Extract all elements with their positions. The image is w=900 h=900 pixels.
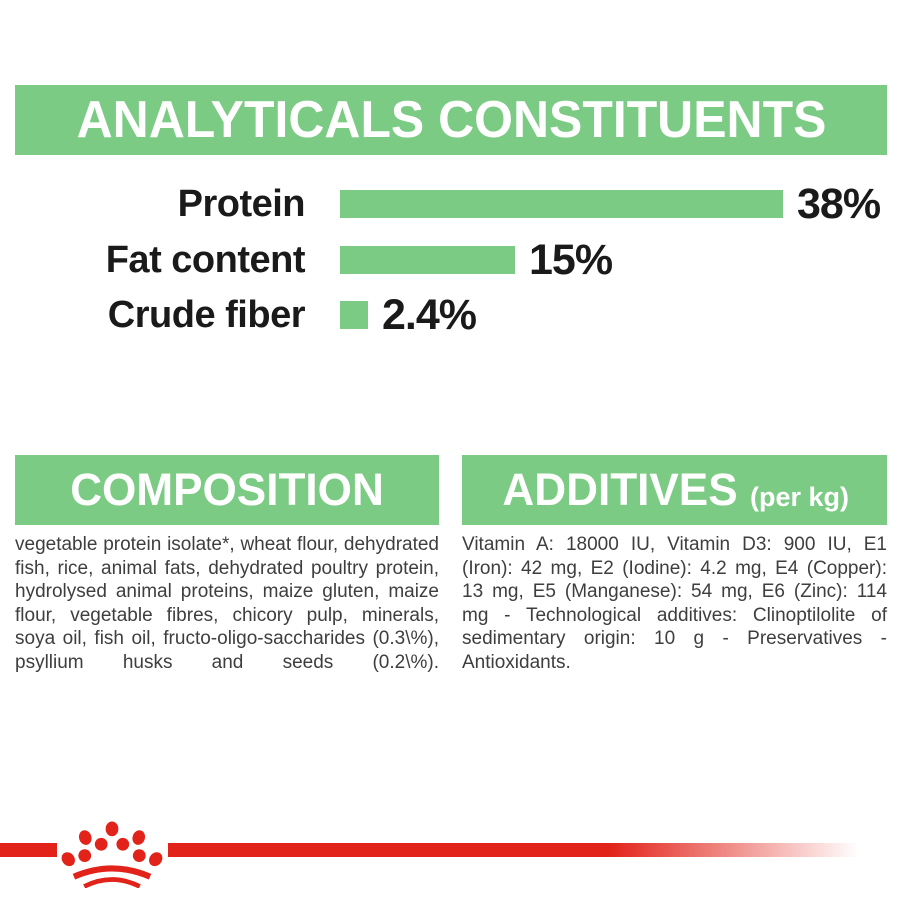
crown-arcs [72, 865, 152, 888]
bar-label: Fat content [105, 238, 306, 281]
bar-value: 15% [529, 235, 613, 284]
additives-text: Vitamin A: 18000 IU, Vitamin D3: 900 IU,… [462, 534, 887, 673]
chart-row-protein: Protein 38% [0, 180, 881, 228]
bar-label: Protein [177, 182, 306, 225]
composition-banner: COMPOSITION [15, 455, 439, 525]
composition-section: COMPOSITION vegetable protein isolate*, … [15, 455, 439, 674]
page-title: ANALYTICALS CONSTITUENTS [76, 91, 826, 149]
additives-section: ADDITIVES (per kg) Vitamin A: 18000 IU, … [462, 455, 887, 674]
chart-row-crude-fiber: Crude fiber 2.4% [0, 291, 477, 339]
bar-label: Crude fiber [107, 293, 306, 336]
additives-banner: ADDITIVES (per kg) [462, 455, 887, 525]
crown-dots [61, 821, 163, 867]
composition-text: vegetable protein isolate*, wheat flour,… [15, 534, 439, 673]
bar-value: 2.4% [382, 290, 477, 339]
footer-stripe-left [0, 843, 57, 857]
additives-subtitle: (per kg) [750, 481, 850, 512]
royal-canin-crown-icon [61, 821, 163, 888]
bar-protein [340, 190, 783, 218]
analytical-constituents-banner: ANALYTICALS CONSTITUENTS [15, 85, 887, 155]
chart-row-fat-content: Fat content 15% [0, 236, 613, 284]
bar-crude-fiber [340, 301, 368, 329]
bar-fat-content [340, 246, 515, 274]
bar-value: 38% [797, 179, 881, 228]
additives-title: ADDITIVES [502, 464, 738, 515]
footer-stripe-right [168, 843, 880, 857]
composition-title: COMPOSITION [70, 464, 384, 515]
